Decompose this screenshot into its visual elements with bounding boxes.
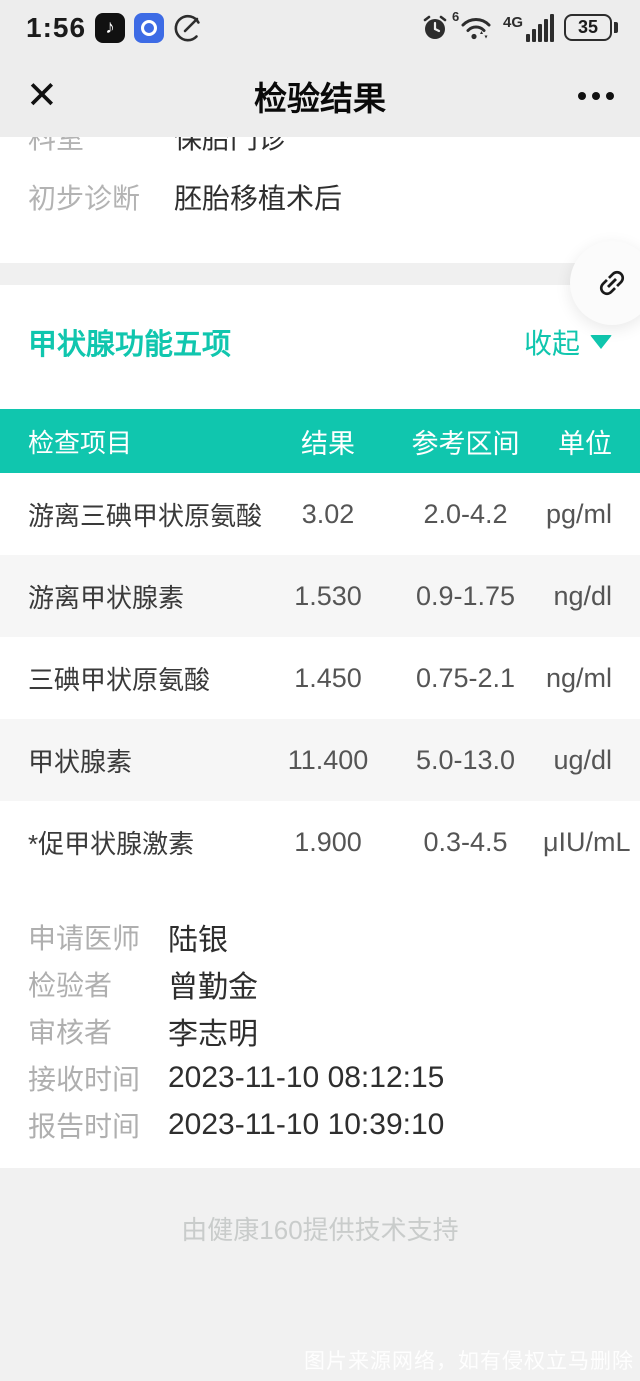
test-result: 1.450 <box>294 662 362 693</box>
page-title: 检验结果 <box>254 80 386 117</box>
meta-value: 2023-11-10 08:12:15 <box>168 1060 445 1094</box>
col-unit: 单位 <box>558 428 612 459</box>
test-name: 甲状腺素 <box>28 746 133 777</box>
test-result: 11.400 <box>287 744 369 775</box>
test-unit: ng/ml <box>545 662 612 693</box>
status-time: 1:56 <box>26 11 87 43</box>
meta-row: 报告时间 2023-11-10 10:39:10 <box>28 1101 612 1148</box>
app-notification-icon <box>134 12 165 43</box>
network-type-label: 4G <box>502 13 523 31</box>
meta-row: 审核者 李志明 <box>28 1007 612 1054</box>
meta-value: 2023-11-10 10:39:10 <box>168 1107 445 1141</box>
provider-credit: 由健康160提供技术支持 <box>181 1215 459 1245</box>
department-value: 保胎门诊 <box>174 137 287 154</box>
meta-value: 曾勤金 <box>168 970 258 1004</box>
meta-value: 陆银 <box>168 923 228 957</box>
department-label: 科室 <box>28 137 85 154</box>
page-footer: 由健康160提供技术支持 图片来源网络，如有侵权立马删除 <box>0 1168 640 1381</box>
section-divider <box>0 263 640 285</box>
wifi-band-label: 6 <box>451 8 460 24</box>
test-result: 1.900 <box>294 826 362 857</box>
test-range: 2.0-4.2 <box>423 498 508 529</box>
watermark-text: 图片来源网络，如有侵权立马删除 <box>304 1350 634 1373</box>
top-bar: 1:56 ♪ 6 4G <box>0 0 640 137</box>
link-icon <box>599 270 625 296</box>
diagnosis-value: 胚胎移植术后 <box>174 183 343 214</box>
results-section: 甲状腺功能五项 收起 检查项目 结果 参考区间 单位 游离三碘甲状原氨酸 3.0… <box>0 285 640 1168</box>
app-icon-ring <box>141 19 158 36</box>
test-unit: μIU/mL <box>543 826 631 857</box>
test-range: 0.9-1.75 <box>415 580 516 611</box>
status-bar: 1:56 ♪ 6 4G <box>0 0 640 55</box>
table-row: 三碘甲状原氨酸 1.450 0.75-2.1 ng/ml <box>0 637 640 719</box>
diagnosis-row: 初步诊断 胚胎移植术后 <box>28 177 612 217</box>
test-unit: ng/dl <box>553 580 612 611</box>
collapse-toggle[interactable]: 收起 <box>524 322 612 362</box>
panel-title: 甲状腺功能五项 <box>28 329 232 361</box>
nav-bar: ✕ 检验结果 <box>0 55 640 137</box>
test-name: *促甲状腺激素 <box>28 828 195 859</box>
department-row-clipped: 科室 保胎门诊 <box>28 137 612 161</box>
table-row: *促甲状腺激素 1.900 0.3-4.5 μIU/mL <box>0 801 640 883</box>
battery-nub <box>614 22 618 33</box>
diagnosis-label: 初步诊断 <box>28 183 141 214</box>
wifi-icon: 6 <box>452 9 493 41</box>
test-unit: ug/dl <box>553 744 612 775</box>
meta-value: 李志明 <box>168 1017 258 1051</box>
report-meta: 申请医师 陆银 检验者 曾勤金 审核者 李志明 接收时间 2023-11-10 08:1… <box>0 883 640 1148</box>
meta-row: 检验者 曾勤金 <box>28 960 612 1007</box>
table-header: 检查项目 结果 参考区间 单位 <box>0 409 640 473</box>
test-name: 游离三碘甲状原氨酸 <box>28 500 263 531</box>
table-row: 甲状腺素 11.400 5.0-13.0 ug/dl <box>0 719 640 801</box>
close-icon[interactable]: ✕ <box>26 75 58 117</box>
test-range: 0.75-2.1 <box>415 662 516 693</box>
status-right: 6 4G 35 <box>421 9 618 42</box>
table-row: 游离甲状腺素 1.530 0.9-1.75 ng/dl <box>0 555 640 637</box>
battery-icon: 35 <box>564 14 618 41</box>
col-result: 结果 <box>301 428 355 459</box>
meta-label: 接收时间 <box>28 1063 141 1095</box>
alarm-icon <box>421 14 449 42</box>
test-range: 5.0-13.0 <box>415 744 516 775</box>
share-link-button[interactable] <box>570 241 640 325</box>
table-row: 游离三碘甲状原氨酸 3.02 2.0-4.2 pg/ml <box>0 473 640 555</box>
test-unit: pg/ml <box>545 498 612 529</box>
panel-header: 甲状腺功能五项 收起 <box>0 285 640 363</box>
status-left: 1:56 ♪ <box>26 12 203 44</box>
collapse-label: 收起 <box>523 328 580 359</box>
cellular-signal-icon: 4G <box>502 13 554 42</box>
chevron-down-icon <box>590 335 612 349</box>
meta-label: 报告时间 <box>28 1110 141 1142</box>
meta-row: 接收时间 2023-11-10 08:12:15 <box>28 1054 612 1101</box>
tiktok-notification-icon: ♪ <box>95 12 126 43</box>
battery-level: 35 <box>564 14 612 41</box>
test-range: 0.3-4.5 <box>423 826 508 857</box>
meta-row: 申请医师 陆银 <box>28 913 612 960</box>
signal-bars <box>526 13 554 42</box>
patient-info-card: 科室 保胎门诊 初步诊断 胚胎移植术后 <box>0 137 640 263</box>
test-name: 三碘甲状原氨酸 <box>28 664 211 695</box>
test-result: 3.02 <box>301 498 355 529</box>
meta-label: 检验者 <box>28 969 113 1001</box>
meta-label: 审核者 <box>28 1016 113 1048</box>
col-item: 检查项目 <box>28 427 133 458</box>
more-menu-icon[interactable] <box>578 92 614 100</box>
test-name: 游离甲状腺素 <box>28 582 185 613</box>
data-saver-icon <box>173 13 203 43</box>
meta-label: 申请医师 <box>28 922 141 954</box>
test-result: 1.530 <box>294 580 362 611</box>
col-range: 参考区间 <box>411 428 520 459</box>
